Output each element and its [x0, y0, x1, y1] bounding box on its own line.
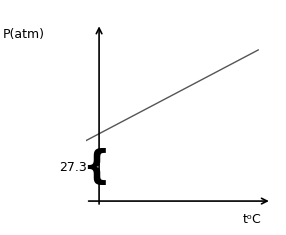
Text: P(atm): P(atm) — [3, 28, 45, 41]
Text: tᵒC: tᵒC — [242, 213, 261, 226]
Text: 27.3: 27.3 — [59, 161, 87, 174]
Text: {: { — [82, 148, 110, 186]
